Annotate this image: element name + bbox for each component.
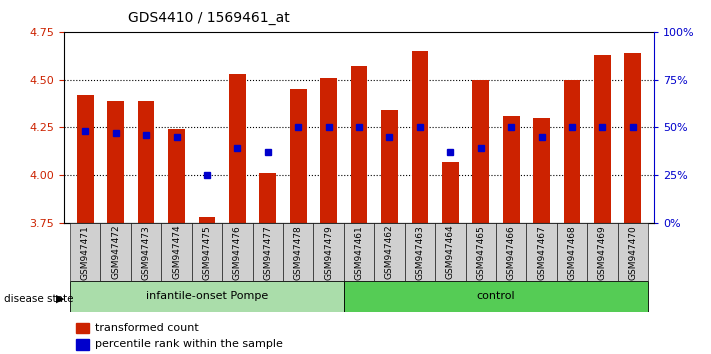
Bar — [161, 223, 192, 281]
Bar — [564, 80, 580, 223]
Bar — [587, 223, 618, 281]
Bar — [138, 101, 154, 223]
Bar — [344, 281, 648, 312]
Bar — [252, 223, 283, 281]
Bar — [260, 173, 276, 223]
Text: GSM947477: GSM947477 — [263, 225, 272, 280]
Text: GSM947468: GSM947468 — [567, 225, 577, 280]
Text: GSM947464: GSM947464 — [446, 225, 455, 279]
Text: disease state: disease state — [4, 294, 73, 304]
Text: control: control — [476, 291, 515, 302]
Bar — [314, 223, 344, 281]
Text: GSM947472: GSM947472 — [111, 225, 120, 279]
Bar — [131, 223, 161, 281]
Bar — [435, 223, 466, 281]
Bar — [77, 95, 94, 223]
Bar — [290, 89, 306, 223]
Text: transformed count: transformed count — [95, 323, 198, 333]
Bar — [76, 323, 89, 333]
Bar — [192, 223, 222, 281]
Text: GSM947466: GSM947466 — [507, 225, 515, 280]
Text: GSM947476: GSM947476 — [233, 225, 242, 280]
Bar — [557, 223, 587, 281]
Bar — [76, 339, 89, 350]
Text: GSM947462: GSM947462 — [385, 225, 394, 279]
Bar — [107, 101, 124, 223]
Bar — [442, 162, 459, 223]
Text: ▶: ▶ — [56, 294, 65, 304]
Bar — [374, 223, 405, 281]
Bar — [351, 66, 368, 223]
Bar — [496, 223, 526, 281]
Text: percentile rank within the sample: percentile rank within the sample — [95, 339, 282, 349]
Bar — [472, 80, 489, 223]
Text: GSM947467: GSM947467 — [537, 225, 546, 280]
Bar — [222, 223, 252, 281]
Bar — [618, 223, 648, 281]
Text: GSM947469: GSM947469 — [598, 225, 607, 280]
Bar — [533, 118, 550, 223]
Bar — [381, 110, 398, 223]
Bar — [526, 223, 557, 281]
Bar — [70, 281, 344, 312]
Text: GSM947470: GSM947470 — [629, 225, 637, 280]
Bar — [503, 116, 520, 223]
Text: GDS4410 / 1569461_at: GDS4410 / 1569461_at — [128, 11, 289, 25]
Bar — [320, 78, 337, 223]
Bar — [283, 223, 314, 281]
Bar — [405, 223, 435, 281]
Bar — [169, 129, 185, 223]
Bar — [466, 223, 496, 281]
Text: GSM947461: GSM947461 — [355, 225, 363, 280]
Text: GSM947478: GSM947478 — [294, 225, 303, 280]
Bar — [594, 55, 611, 223]
Text: GSM947474: GSM947474 — [172, 225, 181, 279]
Bar — [412, 51, 428, 223]
Bar — [198, 217, 215, 223]
Text: GSM947471: GSM947471 — [81, 225, 90, 280]
Text: GSM947479: GSM947479 — [324, 225, 333, 280]
Bar — [344, 223, 374, 281]
Bar — [624, 53, 641, 223]
Bar — [100, 223, 131, 281]
Bar — [229, 74, 246, 223]
Text: GSM947473: GSM947473 — [141, 225, 151, 280]
Text: GSM947475: GSM947475 — [203, 225, 211, 280]
Text: GSM947465: GSM947465 — [476, 225, 485, 280]
Bar — [70, 223, 100, 281]
Text: infantile-onset Pompe: infantile-onset Pompe — [146, 291, 268, 302]
Text: GSM947463: GSM947463 — [415, 225, 424, 280]
